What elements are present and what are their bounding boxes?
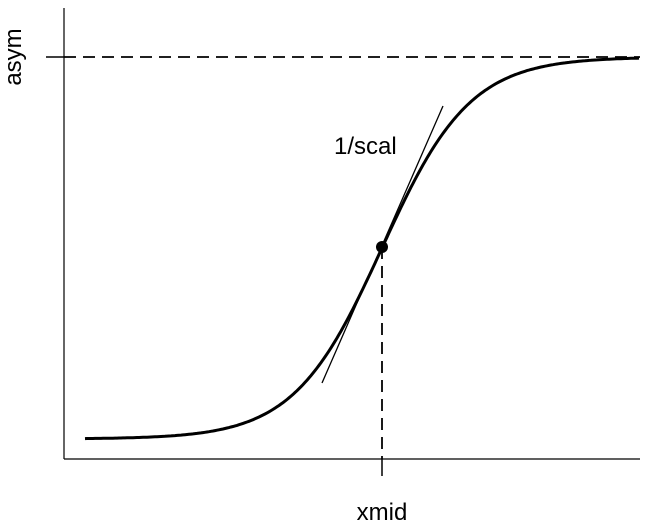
slope-label: 1/scal	[334, 133, 397, 160]
logistic-curve	[84, 56, 640, 441]
y-axis-label: asym	[0, 28, 27, 85]
midpoint-marker	[376, 241, 388, 253]
x-axis-label: xmid	[357, 499, 408, 526]
